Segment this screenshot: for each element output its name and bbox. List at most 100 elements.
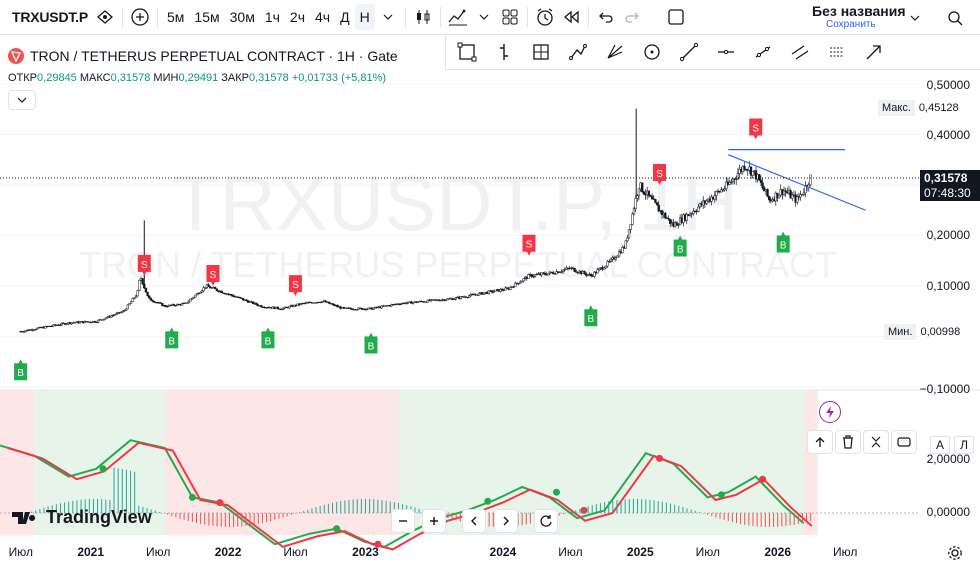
- indicator-pane: [0, 389, 980, 551]
- undo-icon[interactable]: [593, 4, 619, 30]
- rectangle-select-icon[interactable]: [450, 37, 483, 67]
- candle-body: [609, 258, 613, 262]
- grid-lines: [0, 83, 920, 388]
- candle-body: [194, 294, 197, 298]
- symbol-search-button[interactable]: TRXUSDT.P: [8, 5, 92, 30]
- compare-symbol-icon[interactable]: [127, 4, 153, 30]
- timeframe-15m[interactable]: 15м: [194, 9, 220, 25]
- buy-signal-shape: [776, 231, 790, 253]
- timeframe-week[interactable]: Н: [354, 4, 375, 30]
- candle-body: [799, 194, 802, 198]
- candle-body: [532, 275, 535, 278]
- candle-body: [134, 295, 138, 298]
- price-chart[interactable]: TRXUSDT.P, 1H TRON / TETHERUS PERPETUAL …: [0, 35, 980, 565]
- candle-body: [624, 240, 627, 249]
- low-label: МИН: [153, 72, 179, 84]
- high-value: 0,31578: [110, 72, 151, 84]
- replay-icon[interactable]: [558, 4, 584, 30]
- templates-grid-icon[interactable]: [497, 4, 523, 30]
- buy-signal: B: [364, 332, 378, 354]
- close-value: 0,31578: [249, 72, 289, 84]
- candle-body: [355, 309, 359, 311]
- candle-body: [50, 325, 54, 327]
- candle-body: [238, 296, 242, 299]
- candle-body: [34, 329, 37, 331]
- add-alert-icon[interactable]: [92, 4, 118, 30]
- zoom-in-button[interactable]: [422, 509, 446, 533]
- log-scale-button[interactable]: Л: [954, 436, 974, 454]
- move-pane-up-button[interactable]: [807, 430, 833, 454]
- maximize-pane-button[interactable]: [891, 430, 917, 454]
- indicators-icon[interactable]: [445, 4, 471, 30]
- layout-chevron-icon[interactable]: [902, 5, 928, 31]
- time-axis-label: 2023: [352, 545, 379, 559]
- sell-signal-shape: [288, 275, 302, 297]
- price-candles: [19, 108, 812, 333]
- ohlc-values: ОТКР0,29845 МАКС0,31578 МИН0,29491 ЗАКР0…: [8, 72, 386, 84]
- zoom-out-button[interactable]: [391, 509, 415, 533]
- cross-dot: [216, 499, 224, 507]
- symbol-title[interactable]: TRON / TETHERUS PERPETUAL CONTRACT · 1H …: [30, 48, 398, 64]
- delete-pane-button[interactable]: [835, 430, 861, 454]
- timeframe-30m[interactable]: 30м: [229, 9, 255, 25]
- arrow-tool-icon[interactable]: [857, 37, 890, 67]
- reset-chart-button[interactable]: [534, 509, 558, 533]
- candle-body: [758, 174, 761, 181]
- trend-line-icon[interactable]: [672, 37, 705, 67]
- cross-dot: [188, 493, 196, 501]
- layout-title-block[interactable]: Без названия Сохранить: [812, 4, 906, 30]
- candle-body: [802, 192, 805, 195]
- parallel-channel-icon[interactable]: [783, 37, 816, 67]
- candle-body: [759, 179, 763, 183]
- scroll-right-button[interactable]: [494, 509, 518, 533]
- candle-body: [120, 311, 123, 314]
- path-tool-icon[interactable]: [561, 37, 594, 67]
- candle-body: [148, 295, 151, 299]
- auto-scale-button[interactable]: А: [930, 436, 950, 454]
- redo-icon[interactable]: [619, 4, 645, 30]
- timeframe-dropdown-chevron-icon[interactable]: [375, 4, 401, 30]
- price-axis-label: −0,10000: [919, 382, 970, 396]
- ray-tool-icon[interactable]: [746, 37, 779, 67]
- candle-body: [789, 190, 792, 199]
- chart-area[interactable]: TRXUSDT.P, 1H TRON / TETHERUS PERPETUAL …: [0, 35, 980, 565]
- trendline: [728, 154, 866, 211]
- timeframe-5m[interactable]: 5м: [167, 9, 185, 25]
- candle-body: [365, 308, 369, 310]
- lightning-icon[interactable]: [819, 401, 841, 423]
- timeframe-4h[interactable]: 4ч: [315, 9, 331, 25]
- circle-tool-icon[interactable]: [635, 37, 668, 67]
- minus-icon: [399, 520, 407, 522]
- crosshair-frame-icon[interactable]: [524, 37, 557, 67]
- collapse-pane-button[interactable]: [863, 430, 889, 454]
- candle-body: [166, 306, 169, 308]
- buy-signal-label: B: [780, 240, 787, 251]
- candle-body: [200, 290, 204, 293]
- watermark-symbol: TRXUSDT.P, 1H: [172, 159, 738, 247]
- tradingview-logo[interactable]: TradingView: [12, 507, 152, 528]
- candle-body: [522, 278, 525, 282]
- timeframe-1h[interactable]: 1ч: [264, 9, 280, 25]
- timeframe-2h[interactable]: 2ч: [289, 9, 306, 25]
- long-position-icon[interactable]: [820, 37, 853, 67]
- quick-search-icon[interactable]: [942, 5, 968, 31]
- candle-body: [725, 181, 728, 189]
- horizontal-line-icon[interactable]: [709, 37, 742, 67]
- candle-body: [809, 174, 812, 186]
- candle-body: [796, 196, 799, 203]
- timeframe-day[interactable]: Д: [340, 9, 350, 25]
- candles-chart-type-icon[interactable]: [410, 4, 436, 30]
- legend-collapse-button[interactable]: [8, 90, 36, 110]
- settings-gear-icon[interactable]: [942, 540, 968, 565]
- time-axis-label: 2024: [489, 545, 517, 559]
- bar-tool-icon[interactable]: [487, 37, 520, 67]
- candle-body: [477, 292, 481, 296]
- indicators-chevron-icon[interactable]: [471, 4, 497, 30]
- scroll-left-button[interactable]: [462, 509, 486, 533]
- layout-checkbox-icon[interactable]: [663, 4, 689, 30]
- candle-body: [144, 287, 148, 293]
- fib-fan-icon[interactable]: [598, 37, 631, 67]
- candle-body: [151, 300, 154, 302]
- separator: [439, 7, 441, 27]
- alert-clock-icon[interactable]: [532, 4, 558, 30]
